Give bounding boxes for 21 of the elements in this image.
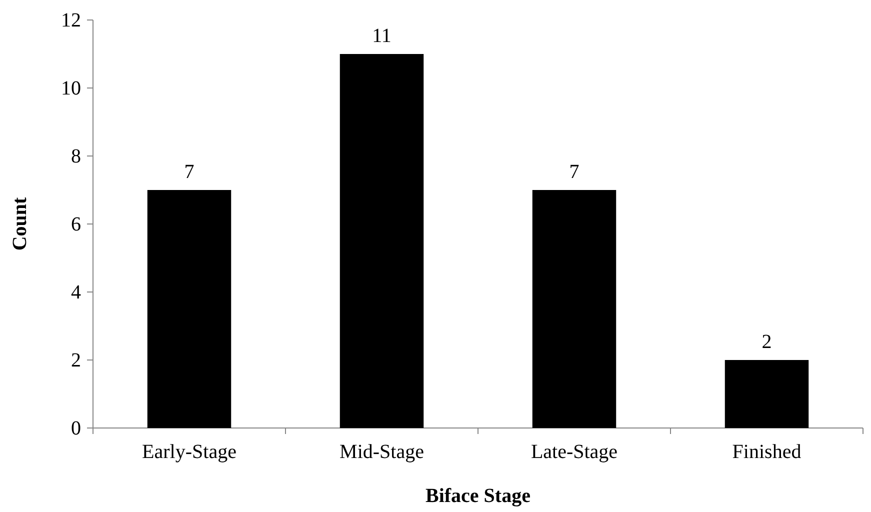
data-label: 7 xyxy=(569,161,580,183)
x-tick-label: Early-Stage xyxy=(142,441,237,464)
y-tick-label: 12 xyxy=(61,9,81,32)
x-tick-label: Late-Stage xyxy=(530,441,618,464)
data-label: 2 xyxy=(762,331,772,353)
y-tick-label: 0 xyxy=(71,417,81,440)
bar xyxy=(532,190,616,428)
x-tick-label: Mid-Stage xyxy=(340,441,424,464)
data-label: 11 xyxy=(372,25,392,47)
y-tick-label: 6 xyxy=(71,213,81,236)
y-tick-label: 2 xyxy=(71,349,81,372)
data-label: 7 xyxy=(184,161,194,183)
y-tick-label: 4 xyxy=(71,281,81,304)
bar xyxy=(147,190,232,428)
bar xyxy=(340,54,424,428)
x-tick-label: Finished xyxy=(732,441,802,464)
bar xyxy=(724,360,809,428)
y-axis-title: Count xyxy=(9,196,31,251)
x-axis-title: Biface Stage xyxy=(426,485,531,507)
y-tick-label: 10 xyxy=(61,77,81,100)
y-tick-label: 8 xyxy=(71,145,81,168)
